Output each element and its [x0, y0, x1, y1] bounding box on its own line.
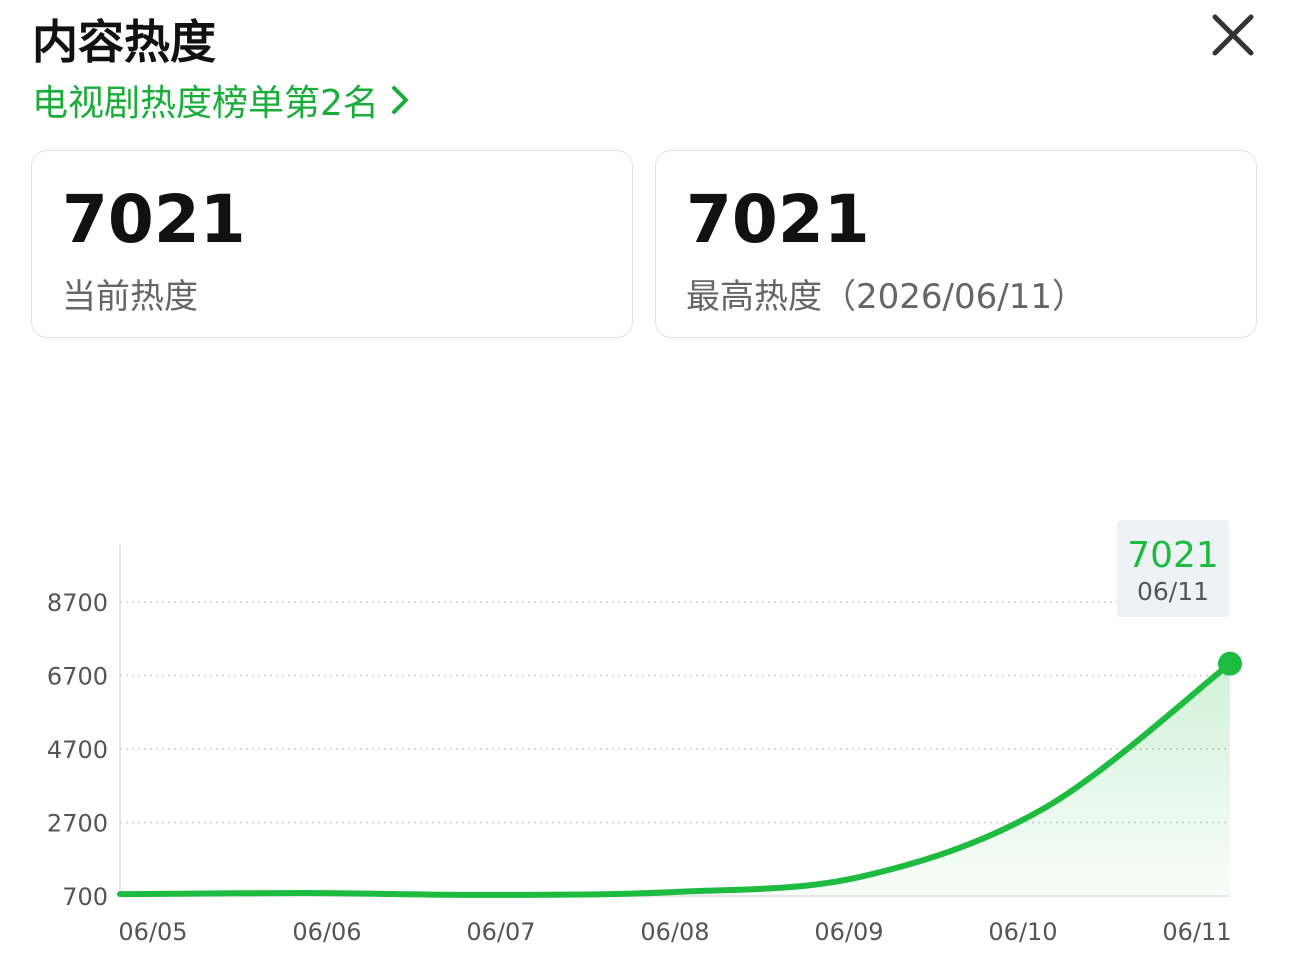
current-card: 7021 当前热度 [31, 150, 633, 338]
close-button[interactable] [1210, 12, 1256, 58]
y-tick-label: 700 [62, 883, 108, 911]
line [117, 660, 1233, 898]
card-value: 7021 [686, 181, 870, 258]
x-tick-label: 06/11 [1162, 918, 1231, 946]
x-tick-label: 06/09 [814, 918, 883, 946]
peak-card: 7021 最高热度（2026/06/11） [655, 150, 1257, 338]
y-tick-label: 6700 [47, 662, 108, 690]
y-tick-label: 8700 [47, 589, 108, 617]
card-label: 当前热度 [62, 277, 198, 317]
tooltip-date: 06/11 [1137, 577, 1209, 606]
tooltip-box [1117, 520, 1229, 617]
rank-text: 电视剧热度榜单第2名 [32, 83, 379, 124]
tooltip-value: 7021 [1127, 535, 1219, 576]
y-tick-label: 2700 [47, 809, 108, 837]
x-tick-label: 06/08 [640, 918, 709, 946]
x-tick-label: 06/05 [118, 918, 187, 946]
rank-link[interactable]: 电视剧热度榜单第2名 [32, 74, 411, 126]
area [120, 663, 1230, 896]
y-tick-label: 4700 [47, 736, 108, 764]
x-tick-label: 06/06 [292, 918, 361, 946]
chevron-icon [391, 86, 408, 114]
x-tick-label: 06/07 [466, 918, 535, 946]
title: 内容热度 [32, 15, 216, 69]
x-tick-label: 06/10 [988, 918, 1057, 946]
card-label: 最高热度（2026/06/11） [686, 277, 1086, 317]
point [1218, 651, 1242, 676]
card-value: 7021 [62, 181, 246, 258]
